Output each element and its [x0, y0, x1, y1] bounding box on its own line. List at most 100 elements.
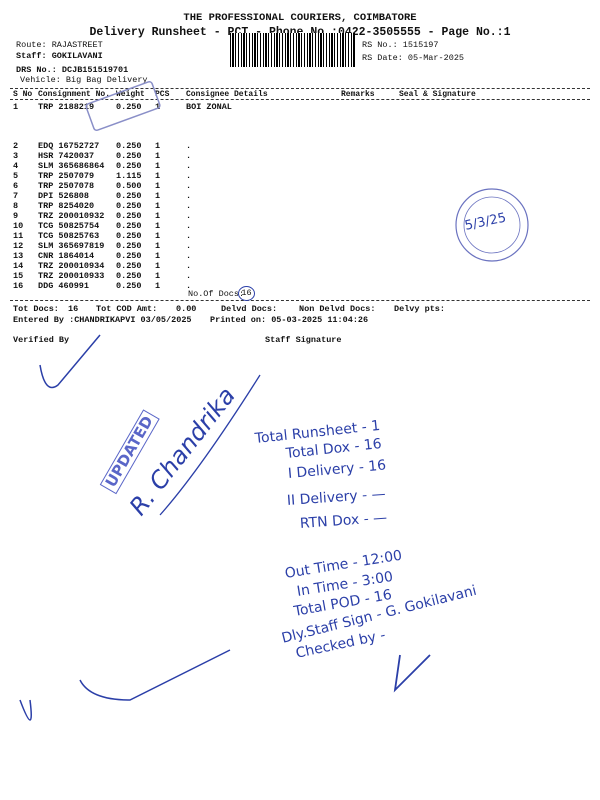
- table-cell: 1: [155, 141, 161, 151]
- delvd-docs: Delvd Docs:: [221, 304, 278, 314]
- table-cell: .: [186, 251, 192, 261]
- doc-count: 16: [238, 286, 255, 301]
- table-cell: .: [186, 171, 192, 181]
- table-cell: 10: [13, 221, 24, 231]
- table-cell: 12: [13, 241, 24, 251]
- table-cell: 1: [155, 181, 161, 191]
- column-header: Consignee Details: [186, 90, 268, 99]
- divider: [10, 99, 590, 100]
- table-cell: BOI ZONAL: [186, 102, 232, 112]
- table-cell: 1: [155, 211, 161, 221]
- tot-docs-label: Tot Docs:: [13, 304, 59, 314]
- table-cell: 11: [13, 231, 24, 241]
- table-cell: 0.250: [116, 251, 142, 261]
- table-cell: 0.250: [116, 141, 142, 151]
- date-seal: [463, 196, 521, 254]
- table-cell: 0.250: [116, 271, 142, 281]
- table-cell: 1: [155, 151, 161, 161]
- table-cell: .: [186, 161, 192, 171]
- non-delvd-docs: Non Delvd Docs:: [299, 304, 376, 314]
- table-cell: TRZ 200010932: [38, 211, 105, 221]
- table-cell: TRZ 200010934: [38, 261, 105, 271]
- table-cell: TRP 2188219: [38, 102, 95, 112]
- table-cell: .: [186, 181, 192, 191]
- tick-mark: [393, 654, 431, 693]
- table-cell: 5: [13, 171, 19, 181]
- table-cell: 1: [155, 171, 161, 181]
- table-cell: HSR 7420037: [38, 151, 95, 161]
- table-cell: .: [186, 211, 192, 221]
- cod-label: Tot COD Amt:: [96, 304, 158, 314]
- table-cell: TCG 50825763: [38, 231, 100, 241]
- table-cell: .: [186, 241, 192, 251]
- column-header: Consignment No.: [38, 90, 111, 99]
- company-name: THE PROFESSIONAL COURIERS, COIMBATORE: [183, 12, 417, 24]
- table-cell: 0.250: [116, 241, 142, 251]
- vehicle: Vehicle: Big Bag Delivery: [20, 75, 148, 85]
- staff-signature: Staff Signature: [265, 335, 342, 345]
- table-cell: 0.250: [116, 191, 142, 201]
- signature-stroke: [159, 374, 261, 516]
- table-cell: 1: [155, 251, 161, 261]
- table-cell: 1: [155, 201, 161, 211]
- scribble: [19, 649, 231, 721]
- table-cell: 1: [155, 161, 161, 171]
- table-cell: 0.250: [116, 102, 142, 112]
- divider: [10, 300, 590, 301]
- table-cell: DDG 460991: [38, 281, 90, 291]
- table-cell: 13: [13, 251, 24, 261]
- table-cell: 0.250: [116, 281, 142, 291]
- table-cell: 7: [13, 191, 19, 201]
- delvy-pts: Delvy pts:: [394, 304, 446, 314]
- table-cell: .: [186, 231, 192, 241]
- table-cell: 15: [13, 271, 24, 281]
- table-cell: CNR 1864014: [38, 251, 95, 261]
- column-header: PCS: [155, 90, 170, 99]
- table-cell: 1: [155, 221, 161, 231]
- divider: [10, 88, 590, 89]
- table-cell: TRP 2507078: [38, 181, 95, 191]
- entered-by: Entered By :CHANDRIKAPVI 03/05/2025: [13, 315, 192, 325]
- rs-no: RS No.: 1515197: [362, 40, 439, 50]
- column-header: Weight: [116, 90, 145, 99]
- table-cell: 1: [155, 241, 161, 251]
- table-cell: EDQ 16752727: [38, 141, 100, 151]
- route: Route: RAJASTREET: [16, 40, 103, 50]
- table-cell: 1: [155, 102, 161, 112]
- table-cell: 0.250: [116, 211, 142, 221]
- table-cell: 0.250: [116, 221, 142, 231]
- table-cell: 8: [13, 201, 19, 211]
- table-cell: 3: [13, 151, 19, 161]
- printed-on: Printed on: 05-03-2025 11:04:26: [210, 315, 369, 325]
- cod: 0.00: [176, 304, 197, 314]
- table-cell: 1: [155, 271, 161, 281]
- table-cell: .: [186, 221, 192, 231]
- table-cell: 16: [13, 281, 24, 291]
- doc-count-label: No.Of Docs:: [188, 289, 245, 299]
- column-header: Seal & Signature: [399, 90, 476, 99]
- table-cell: 1: [155, 281, 161, 291]
- table-cell: 1.115: [116, 171, 142, 181]
- table-cell: .: [186, 271, 192, 281]
- date-seal: [455, 188, 529, 262]
- table-cell: 0.250: [116, 161, 142, 171]
- table-cell: TRZ 200010933: [38, 271, 105, 281]
- table-cell: 0.250: [116, 201, 142, 211]
- column-header: Remarks: [341, 90, 375, 99]
- table-cell: 2: [13, 141, 19, 151]
- table-cell: 1: [155, 191, 161, 201]
- table-cell: 6: [13, 181, 19, 191]
- tot-docs: 16: [68, 304, 79, 314]
- table-cell: 1: [155, 261, 161, 271]
- table-cell: 1: [13, 102, 19, 112]
- column-header: S No: [13, 90, 33, 99]
- table-cell: .: [186, 141, 192, 151]
- runsheet-title: Delivery Runsheet - PCT - Phone No.:0422…: [89, 26, 511, 39]
- table-cell: TCG 50825754: [38, 221, 100, 231]
- table-cell: 0.250: [116, 231, 142, 241]
- table-cell: 0.250: [116, 151, 142, 161]
- table-cell: 14: [13, 261, 24, 271]
- table-cell: 0.250: [116, 261, 142, 271]
- rs-date: RS Date: 05-Mar-2025: [362, 53, 465, 63]
